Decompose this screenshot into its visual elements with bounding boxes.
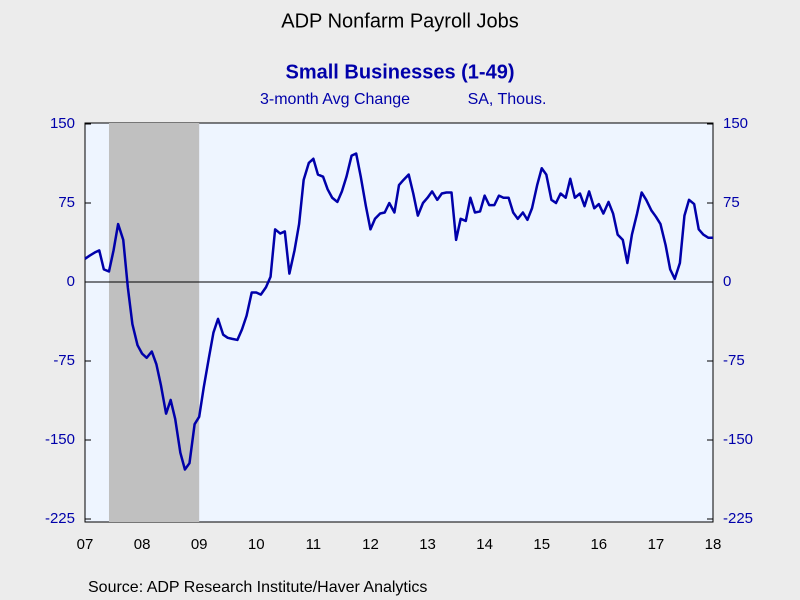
x-tick-label: 16 — [590, 536, 607, 553]
x-tick-label: 10 — [248, 536, 265, 553]
x-tick-label: 13 — [419, 536, 436, 553]
chart-title: ADP Nonfarm Payroll Jobs — [281, 10, 519, 32]
y2-tick-label: -75 — [723, 352, 745, 369]
y2-tick-label: -150 — [723, 431, 753, 448]
y-tick-label: 75 — [58, 194, 75, 211]
y-tick-label: -75 — [53, 352, 75, 369]
source-note: Source: ADP Research Institute/Haver Ana… — [88, 579, 427, 596]
y-tick-label: -225 — [45, 510, 75, 527]
y-tick-label: -150 — [45, 431, 75, 448]
x-tick-label: 07 — [77, 536, 94, 553]
units-left: 3-month Avg Change — [260, 91, 410, 108]
units-right: SA, Thous. — [468, 91, 547, 108]
x-tick-label: 17 — [648, 536, 665, 553]
y2-tick-label: 150 — [723, 115, 748, 132]
y2-tick-label: 0 — [723, 273, 731, 290]
x-tick-label: 18 — [705, 536, 722, 553]
y2-tick-label: -225 — [723, 510, 753, 527]
x-tick-label: 15 — [533, 536, 550, 553]
y2-tick-label: 75 — [723, 194, 740, 211]
x-tick-label: 11 — [306, 536, 322, 553]
y-tick-label: 0 — [67, 273, 75, 290]
chart-subtitle: Small Businesses (1-49) — [286, 61, 515, 83]
y-tick-label: 150 — [50, 115, 75, 132]
data-line — [84, 152, 713, 471]
recession-shade — [108, 123, 200, 522]
x-tick-label: 08 — [134, 536, 151, 553]
x-tick-label: 09 — [191, 536, 208, 553]
x-tick-label: 12 — [362, 536, 379, 553]
x-tick-label: 14 — [476, 536, 493, 553]
